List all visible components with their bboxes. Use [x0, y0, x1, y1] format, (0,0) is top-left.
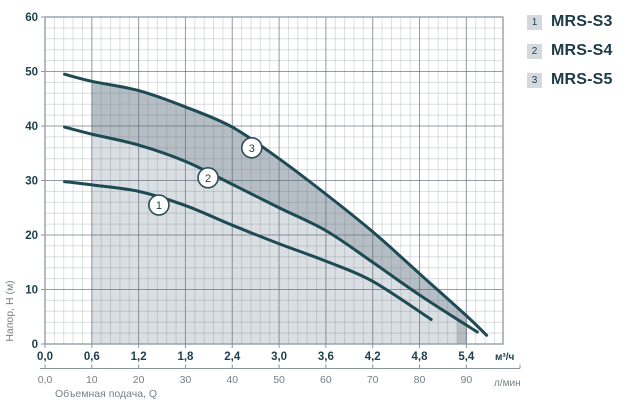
svg-text:60: 60	[25, 12, 38, 24]
legend-item-mrs-s5: 3 MRS-S5	[527, 71, 613, 89]
curve-mrs-s4	[63, 125, 479, 334]
svg-text:1: 1	[156, 200, 162, 212]
svg-text:90: 90	[460, 374, 472, 386]
svg-text:0: 0	[32, 339, 38, 351]
x-axis-secondary: 0,0 10 20 30 40 50 60 70 80 90 л/мин	[38, 364, 521, 389]
svg-text:1,2: 1,2	[131, 351, 147, 363]
svg-text:20: 20	[133, 374, 145, 386]
pump-curves	[63, 72, 489, 337]
grid-major	[45, 17, 503, 344]
svg-text:50: 50	[273, 374, 285, 386]
svg-text:10: 10	[86, 374, 98, 386]
svg-text:10: 10	[25, 285, 38, 297]
svg-text:2: 2	[205, 173, 211, 185]
legend-index-1-chip: 1	[527, 14, 542, 30]
curve-marker-2: 2	[197, 166, 219, 189]
x-axis-title: Объемная подача, Q	[55, 388, 157, 400]
svg-text:3: 3	[249, 143, 255, 155]
legend: 1 MRS-S3 2 MRS-S4 3 MRS-S5	[527, 13, 613, 89]
curve-marker-1: 1	[148, 194, 170, 216]
legend-index-2-chip: 2	[527, 43, 542, 59]
svg-text:2,4: 2,4	[224, 351, 241, 363]
svg-text:0,0: 0,0	[37, 351, 53, 363]
curve-mrs-s3	[63, 180, 433, 321]
legend-label-mrs-s5: MRS-S5	[551, 71, 613, 88]
x-axis-secondary-unit: л/мин	[494, 378, 521, 389]
legend-item-mrs-s3: 1 MRS-S3	[527, 13, 613, 31]
legend-label-mrs-s3: MRS-S3	[551, 13, 613, 30]
svg-text:4,2: 4,2	[365, 351, 381, 363]
legend-index-3-chip: 3	[527, 72, 542, 88]
svg-text:50: 50	[25, 67, 38, 79]
legend-item-mrs-s4: 2 MRS-S4	[527, 42, 613, 60]
svg-text:30: 30	[180, 374, 192, 386]
x-axis-primary-unit: м³/ч	[495, 352, 515, 363]
svg-text:0,0: 0,0	[38, 374, 53, 386]
svg-text:80: 80	[414, 374, 426, 386]
region-mrs-s4-operating-range	[91, 134, 457, 344]
svg-text:4,8: 4,8	[412, 351, 429, 363]
svg-text:70: 70	[367, 374, 379, 386]
axis-ticks	[41, 16, 467, 348]
svg-text:1,8: 1,8	[177, 351, 194, 363]
curve-mrs-s5	[63, 72, 489, 337]
svg-text:5,4: 5,4	[458, 351, 475, 363]
svg-text:3,6: 3,6	[318, 351, 334, 363]
svg-text:30: 30	[25, 176, 38, 188]
curve-marker-3: 3	[240, 137, 263, 159]
svg-text:3,0: 3,0	[271, 351, 287, 363]
svg-text:20: 20	[25, 230, 38, 242]
x-axis-primary-labels: 0,0 0,6 1,2 1,8 2,4 3,0 3,6 4,2 4,8 5,4 м³/ч	[37, 351, 515, 363]
svg-text:60: 60	[320, 374, 332, 386]
svg-text:40: 40	[226, 374, 238, 386]
legend-label-mrs-s4: MRS-S4	[551, 42, 613, 59]
svg-text:40: 40	[25, 121, 38, 133]
curve-markers: 1 2 3	[148, 137, 263, 216]
y-axis-labels: 0 10 20 30 40 50 60	[25, 12, 38, 351]
y-axis-title: Напор, H (м)	[4, 280, 16, 341]
svg-text:0,6: 0,6	[84, 351, 100, 363]
